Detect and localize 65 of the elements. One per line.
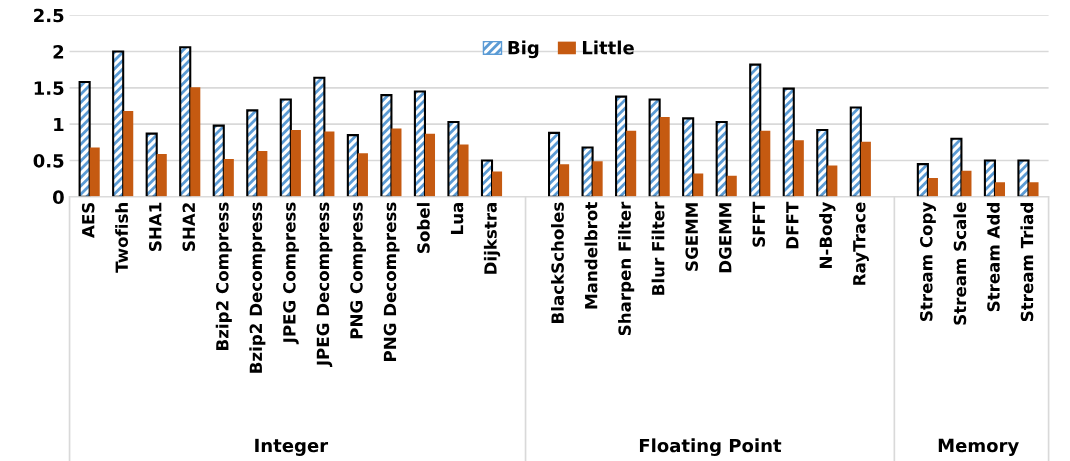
text: Floating Point — [639, 438, 782, 456]
x-tick-label: Bzip2 Decompress — [249, 202, 266, 373]
x-tick-label: SFFT — [752, 201, 766, 247]
text: Memory — [938, 438, 1019, 456]
x-tick-label: AES — [81, 202, 95, 238]
x-tick-label: PNG Compress — [350, 202, 366, 339]
bar — [592, 161, 603, 197]
x-tick-label: Stream Triad — [1020, 203, 1034, 322]
bar — [89, 147, 100, 197]
x-tick-label: SGEMM — [685, 203, 699, 271]
bar — [659, 116, 670, 197]
bar — [458, 144, 469, 197]
y-tick-label: 2.5 — [34, 8, 64, 23]
bar — [1028, 182, 1039, 197]
bar — [994, 182, 1006, 197]
bar — [223, 159, 234, 197]
bar — [626, 130, 637, 197]
bar — [559, 164, 570, 197]
legend-label: Big — [508, 40, 539, 59]
x-tick-label: Stream Scale — [953, 202, 967, 325]
bar — [793, 140, 804, 197]
x-tick-label: Stream Copy — [919, 202, 936, 321]
y-tick-label: 0.5 — [33, 153, 64, 168]
x-tick-label: Mandelbrot — [584, 202, 598, 309]
x-tick-label: Blur Filter — [651, 201, 665, 295]
x-tick-label: Twofish — [115, 203, 129, 273]
x-tick-label: SHA2 — [182, 203, 196, 251]
bar — [860, 141, 871, 197]
x-tick-label: JPEG Decompress — [316, 202, 333, 368]
x-tick-label: Lua — [450, 203, 464, 234]
bar — [760, 130, 771, 197]
x-tick-label: DGEMM — [718, 203, 732, 273]
bar — [927, 177, 938, 197]
x-tick-label: PNG Decompress — [383, 202, 400, 361]
legend-label: Little — [582, 40, 634, 55]
x-tick-label: DFFT — [786, 201, 799, 249]
bar — [290, 130, 301, 197]
y-tick-label: 1.5 — [34, 81, 64, 95]
x-tick-label: JPEG Compress — [283, 202, 299, 345]
bar — [190, 87, 201, 197]
bar — [357, 153, 368, 197]
y-tick-label: 2 — [53, 45, 64, 59]
bar — [961, 170, 972, 197]
bar — [492, 171, 503, 197]
x-tick-label: BlackScholes — [551, 202, 564, 323]
bar — [391, 128, 402, 197]
bar — [827, 165, 838, 197]
y-tick-label: 0 — [52, 190, 64, 204]
y-tick-label: 1 — [54, 117, 64, 132]
bar — [726, 175, 737, 197]
bar — [123, 111, 134, 197]
x-tick-label: Sharpen Filter — [618, 201, 635, 336]
x-tick-label: Bzip2 Compress — [215, 202, 232, 350]
x-tick-label: Sobel — [416, 203, 430, 253]
x-tick-label: Dijkstra — [483, 203, 501, 274]
bar — [424, 133, 436, 197]
x-tick-label: SHA1 — [148, 202, 162, 251]
bar — [693, 173, 704, 197]
bar — [324, 131, 335, 197]
bar — [156, 153, 167, 197]
text: Integer — [255, 438, 329, 456]
x-tick-label: RayTrace — [853, 202, 869, 285]
x-tick-label: Stream Add — [986, 203, 1000, 312]
bar — [257, 151, 268, 197]
x-tick-label: N-Body — [819, 202, 836, 268]
